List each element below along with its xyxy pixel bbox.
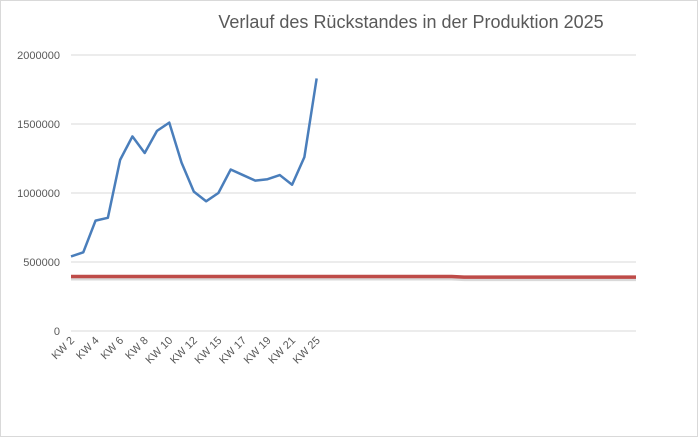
chart-title: Verlauf des Rückstandes in der Produktio…: [218, 12, 603, 32]
y-tick-label: 1500000: [17, 119, 60, 131]
line: [70, 78, 318, 258]
y-tick-label: 500000: [23, 257, 60, 269]
y-tick-label: 2000000: [17, 50, 60, 62]
y-tick-label: 1000000: [17, 188, 60, 200]
line-shadow: [71, 276, 636, 282]
y-tick-label: 0: [54, 326, 60, 338]
line: [71, 274, 636, 279]
